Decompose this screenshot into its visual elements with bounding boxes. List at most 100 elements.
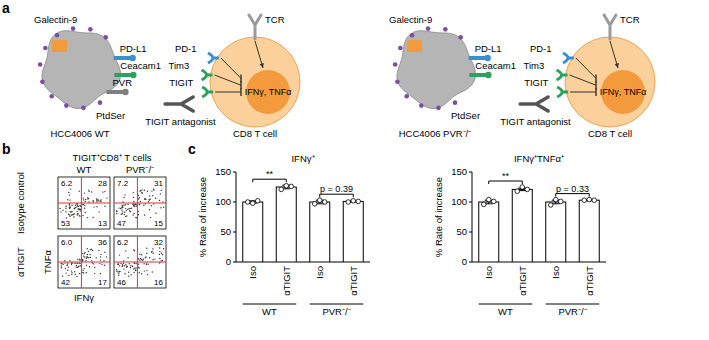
event-dot (88, 257, 89, 258)
event-dot (135, 269, 136, 270)
event-dot (138, 267, 139, 268)
bar-chart: IFNγ⁺% Rate of increase050100150IsoαTIGI… (197, 153, 370, 317)
axis-label: % Rate of increase (433, 177, 444, 257)
event-dot (141, 189, 142, 190)
event-dot (76, 265, 77, 266)
event-dot (145, 203, 146, 204)
replicate-point (481, 202, 486, 207)
event-dot (122, 213, 123, 214)
event-dot (68, 275, 69, 276)
event-dot (86, 256, 87, 257)
event-dot (120, 208, 121, 209)
replicate-point (279, 187, 284, 192)
event-dot (146, 253, 147, 254)
event-dot (69, 204, 70, 205)
event-dot (79, 273, 80, 274)
plot-frame (58, 177, 110, 229)
event-dot (70, 211, 71, 212)
event-dot (88, 189, 89, 190)
receptor (202, 87, 207, 97)
event-dot (124, 212, 125, 213)
ptdser-dot (398, 46, 403, 51)
event-dot (132, 265, 133, 266)
event-dot (134, 203, 135, 204)
event-dot (135, 217, 136, 218)
y-tick-label: 100 (451, 196, 467, 207)
signal-arrow (610, 41, 618, 68)
event-dot (61, 265, 62, 266)
event-dot (138, 211, 139, 212)
ptdser-dot (393, 62, 398, 67)
event-dot (75, 205, 76, 206)
ptdser-dot (55, 33, 60, 38)
event-dot (159, 251, 160, 252)
event-dot (127, 266, 128, 267)
event-dot (79, 259, 80, 260)
event-dot (73, 216, 74, 217)
event-dot (65, 272, 66, 273)
ligand-label: Galectin-9 (389, 14, 432, 25)
ptdser-dot (49, 94, 54, 99)
event-dot (125, 204, 126, 205)
t-cell (565, 37, 655, 127)
receptor-label: TIGIT (169, 77, 193, 88)
event-dot (144, 214, 145, 215)
event-dot (128, 276, 129, 277)
event-dot (147, 274, 148, 275)
event-dot (146, 264, 147, 265)
inhibition-bar (240, 88, 241, 96)
event-dot (138, 267, 139, 268)
event-dot (87, 198, 88, 199)
event-dot (79, 191, 80, 192)
replicate-point (525, 187, 530, 192)
event-dot (130, 211, 131, 212)
event-dot (123, 260, 124, 261)
event-dot (161, 190, 162, 191)
event-dot (100, 201, 101, 202)
ligand-label: PVR (112, 77, 132, 88)
event-dot (139, 204, 140, 205)
event-dot (149, 195, 150, 196)
event-dot (159, 200, 160, 201)
event-dot (68, 214, 69, 215)
event-dot (143, 205, 144, 206)
event-dot (104, 191, 105, 192)
event-dot (154, 258, 155, 259)
event-dot (83, 255, 84, 256)
bar-chart: IFNγ⁺TNFα⁺% Rate of increase050100150Iso… (433, 153, 606, 317)
event-dot (131, 208, 132, 209)
event-dot (69, 194, 70, 195)
event-dot (153, 203, 154, 204)
event-dot (134, 262, 135, 263)
event-dot (132, 214, 133, 215)
y-tick (469, 232, 472, 233)
event-dot (93, 217, 94, 218)
quadrant-percent: 32 (154, 238, 163, 247)
ptdser-dot (453, 100, 458, 105)
flow-plot: 6.0364217 (58, 236, 110, 288)
event-dot (116, 269, 117, 270)
event-dot (104, 265, 105, 266)
event-dot (155, 198, 156, 199)
event-dot (69, 208, 70, 209)
event-dot (82, 272, 83, 273)
event-dot (85, 199, 86, 200)
event-dot (151, 205, 152, 206)
bar (579, 200, 599, 262)
event-dot (100, 273, 101, 274)
panel-letter: a (2, 0, 10, 16)
event-dot (138, 264, 139, 265)
event-dot (61, 267, 62, 268)
event-dot (160, 207, 161, 208)
significance-bracket (253, 179, 287, 182)
event-dot (88, 201, 89, 202)
event-dot (69, 203, 70, 204)
event-dot (143, 263, 144, 264)
event-dot (152, 271, 153, 272)
replicate-point (587, 197, 592, 202)
quadrant-percent: 6.0 (61, 238, 73, 247)
event-dot (142, 193, 143, 194)
x-tick-label: Iso (314, 266, 325, 279)
quadrant-percent: 7.2 (117, 179, 129, 188)
event-dot (78, 266, 79, 267)
